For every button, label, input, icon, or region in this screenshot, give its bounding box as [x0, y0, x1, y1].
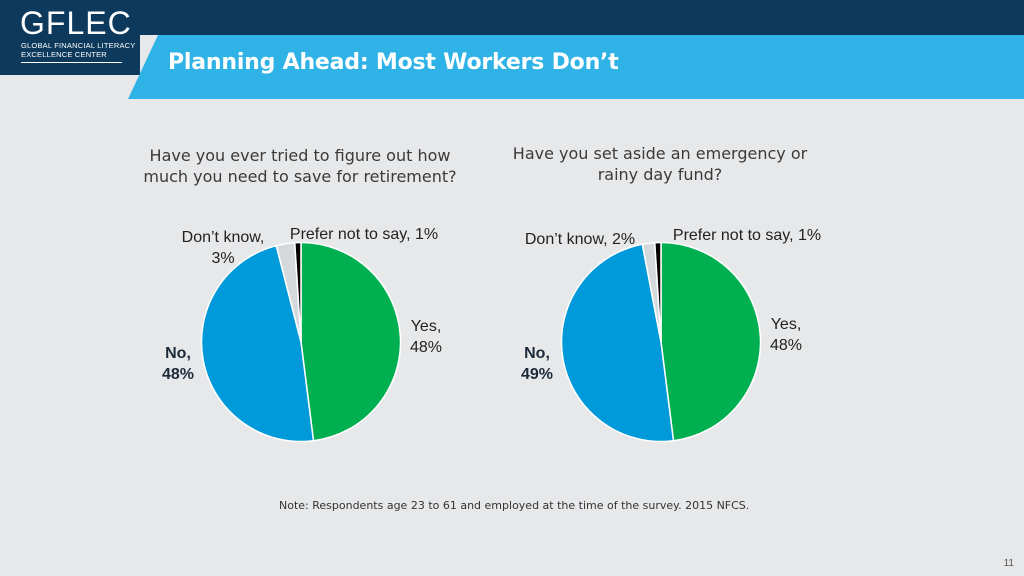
chart2-question: Have you set aside an emergency or rainy… — [512, 144, 808, 184]
page-number: 11 — [1003, 558, 1014, 569]
footnote: Note: Respondents age 23 to 61 and emplo… — [279, 499, 750, 512]
slide-title: Planning Ahead: Most Workers Don’t — [168, 50, 619, 75]
pie-slice-no — [200, 244, 315, 443]
pie-slice-yes — [300, 241, 402, 442]
pie-slice-no — [560, 243, 675, 443]
gflec-logo: GFLEC GLOBAL FINANCIAL LITERACY EXCELLEN… — [0, 0, 140, 75]
pie-slice-yes — [660, 241, 762, 442]
chart1-question: Have you ever tried to figure out how mu… — [143, 146, 457, 186]
chart1-prefernot-label: Prefer not to say, 1% — [289, 226, 439, 243]
top-header-bar — [0, 0, 1024, 35]
chart1-yes-label: Yes, 48% — [409, 318, 443, 356]
chart2-yes-label: Yes, 48% — [769, 316, 803, 354]
pie-slice-prefer-not — [653, 241, 662, 343]
logo-subtitle-line1: GLOBAL FINANCIAL LITERACY — [21, 41, 136, 50]
logo-subtitle-line2: EXCELLENCE CENTER — [21, 50, 107, 59]
chart1-dontknow-label: Don’t know, 3% — [181, 229, 265, 267]
chart2-dontknow-label: Don’t know, 2% — [524, 231, 636, 248]
chart2-no-label: No, 49% — [520, 345, 554, 383]
pie-slice-prefer-not — [293, 241, 302, 343]
logo-underline — [21, 62, 122, 63]
title-banner — [128, 35, 1024, 99]
retirement-pie-chart — [200, 241, 402, 443]
emergency-fund-pie-chart — [560, 241, 762, 443]
chart2-prefernot-label: Prefer not to say, 1% — [672, 227, 822, 244]
logo-wordmark: GFLEC — [20, 5, 132, 41]
chart1-no-label: No, 48% — [161, 345, 195, 383]
